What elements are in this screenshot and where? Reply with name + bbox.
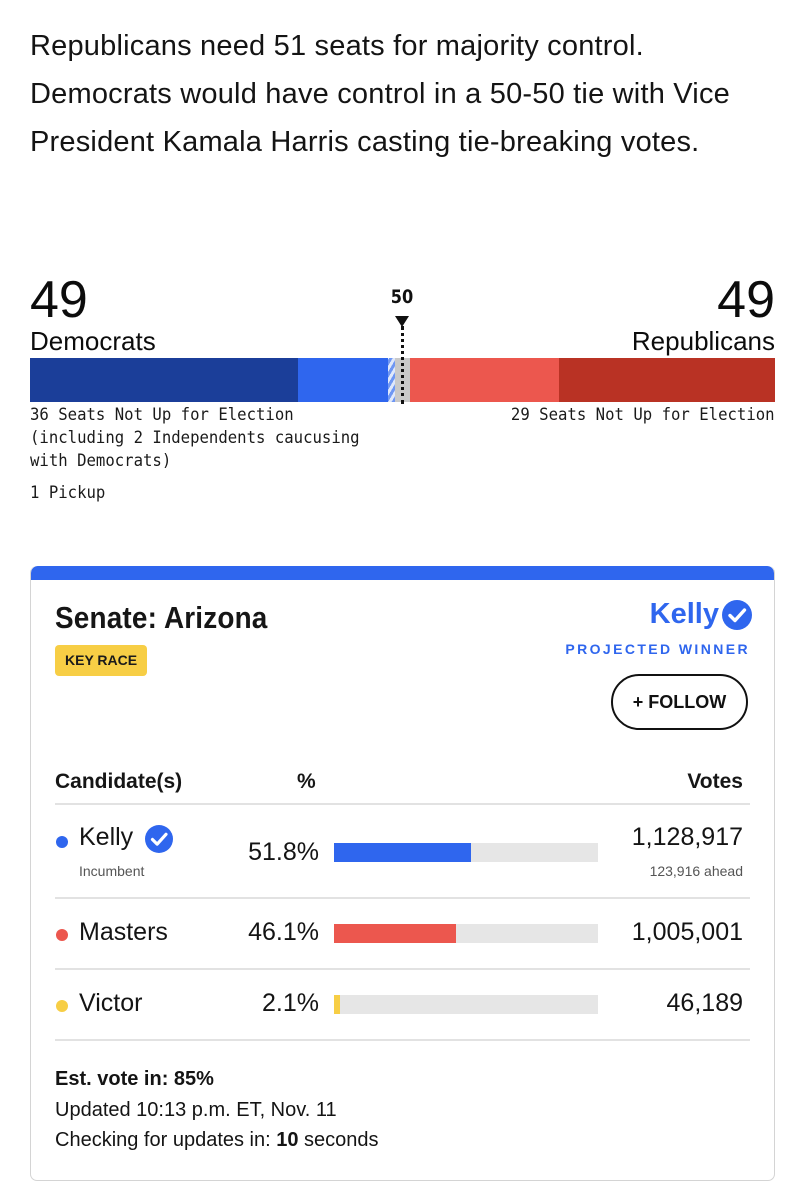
votes-column-header: Votes — [687, 770, 743, 793]
rep-not-up-segment — [558, 358, 775, 402]
republican-not-up-note: 29 Seats Not Up for Election — [511, 405, 775, 425]
row-divider — [55, 1039, 750, 1041]
candidate-votes: 46,189 — [666, 989, 743, 1017]
candidate-votes: 1,128,917 — [631, 823, 743, 851]
intro-text: Republicans need 51 seats for majority c… — [30, 30, 730, 158]
update-countdown: Checking for updates in: 10 seconds — [55, 1129, 379, 1152]
rep-won-segment — [409, 358, 559, 402]
dem-pickup-segment — [387, 358, 396, 402]
midpoint-arrow-icon — [395, 316, 409, 327]
democrat-label: Democrats — [30, 326, 156, 356]
countdown-prefix: Checking for updates in: — [55, 1129, 277, 1151]
vote-share-fill — [334, 924, 456, 943]
vote-margin: 123,916 ahead — [649, 863, 743, 879]
seat-bar — [30, 358, 775, 402]
vote-share-fill — [334, 995, 340, 1014]
party-dot-icon — [56, 1000, 68, 1012]
dem-not-up-segment — [30, 358, 299, 402]
candidate-percent: 51.8% — [248, 838, 319, 866]
countdown-suffix: seconds — [298, 1129, 379, 1151]
balance-of-power: 49 Democrats 49 Republicans 50 36 Seats … — [30, 270, 775, 520]
democrat-not-up-note: 36 Seats Not Up for Election (including … — [30, 405, 360, 471]
projected-winner-label: PROJECTED WINNER — [565, 641, 750, 657]
race-title: Senate: Arizona — [55, 600, 268, 635]
race-card: Senate: Arizona KEY RACE Kelly PROJECTED… — [30, 566, 775, 1181]
projected-winner-name: Kelly — [649, 598, 719, 630]
candidate-votes: 1,005,001 — [631, 918, 743, 946]
check-circle-icon — [145, 825, 173, 853]
republican-label: Republicans — [631, 326, 775, 356]
democrat-seat-count: 49 — [30, 271, 88, 329]
candidate-percent: 2.1% — [262, 989, 319, 1017]
majority-midpoint-label: 50 — [390, 286, 414, 308]
check-circle-icon — [722, 600, 752, 630]
row-divider — [55, 897, 750, 899]
percent-column-header: % — [297, 770, 316, 793]
countdown-seconds: 10 — [276, 1129, 299, 1151]
candidate-column-header: Candidate(s) — [55, 770, 183, 793]
updated-timestamp: Updated 10:13 p.m. ET, Nov. 11 — [55, 1099, 337, 1121]
dem-won-segment — [298, 358, 388, 402]
vote-share-fill — [334, 843, 471, 862]
party-dot-icon — [56, 836, 68, 848]
candidate-name: Victor — [79, 989, 143, 1017]
candidate-name: Kelly — [79, 823, 134, 851]
vote-share-bar — [334, 843, 598, 862]
incumbent-label: Incumbent — [79, 863, 145, 879]
candidate-name: Masters — [79, 918, 168, 946]
republican-seat-count: 49 — [717, 271, 775, 329]
democrat-pickup-note: 1 Pickup — [30, 483, 106, 503]
midpoint-dotted-line — [401, 326, 404, 404]
race-card-accent — [31, 566, 774, 580]
estimated-vote-in: Est. vote in: 85% — [55, 1068, 214, 1090]
vote-share-bar — [334, 924, 598, 943]
vote-share-bar — [334, 995, 598, 1014]
key-race-badge: KEY RACE — [55, 645, 148, 676]
header-divider — [55, 803, 750, 805]
row-divider — [55, 968, 750, 970]
candidate-percent: 46.1% — [248, 918, 319, 946]
party-dot-icon — [56, 929, 68, 941]
follow-button[interactable]: + FOLLOW — [611, 674, 748, 730]
